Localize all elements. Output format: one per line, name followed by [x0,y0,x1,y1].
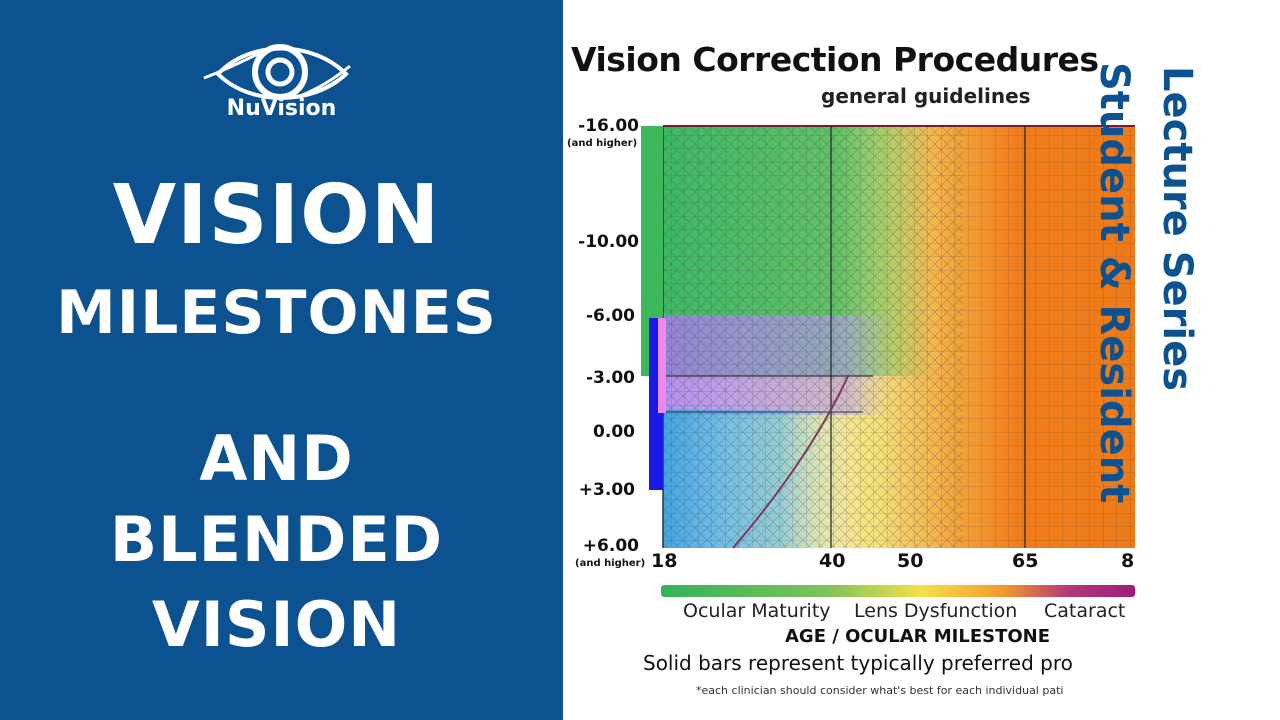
x-tick-65: 65 [1012,550,1039,572]
series-title-line-1: Student & Resident [1091,62,1137,504]
title-line-1: VISION [112,168,441,263]
chart-subtitle: general guidelines [821,84,1031,108]
chart-title: Vision Correction Procedures [571,40,1099,79]
y-tick-3: -3.00 [586,368,635,388]
y-note-top: (and higher) [567,138,638,149]
x-tick-50: 50 [897,550,924,572]
chart-grid [663,126,1135,548]
x-tick-18: 18 [651,550,678,572]
y-tick-2: -6.00 [586,306,635,326]
y-note-bottom: (and higher) [575,558,646,569]
x-tick-40: 40 [819,550,846,572]
brand-name: NuVision [226,96,337,121]
footnote: *each clinician should consider what's b… [696,684,1064,697]
nuvision-eye-logo [203,44,351,100]
chart-plot [641,125,1135,597]
vision-correction-chart: Vision Correction Procedures general gui… [563,0,1135,720]
lens-curve [732,375,849,549]
title-panel: NuVision VISION MILESTONES AND BLENDED V… [0,0,563,720]
title-line-2: MILESTONES [56,278,497,348]
x-tick-80: 80 [1121,550,1135,572]
milestone-ocular-maturity: Ocular Maturity [683,600,831,622]
bar-green [641,126,663,376]
bar-pink [658,318,666,413]
y-tick-4: 0.00 [593,422,635,442]
legend-note: Solid bars represent typically preferred… [643,651,1073,675]
series-title-line-2: Lecture Series [1154,66,1200,392]
milestone-lens-dysfunction: Lens Dysfunction [854,600,1018,622]
x-axis-title: AGE / OCULAR MILESTONE [785,626,1051,647]
y-tick-1: -10.00 [578,232,639,252]
milestone-bar [661,585,1135,597]
y-tick-0: -16.00 [578,116,639,136]
y-tick-5: +3.00 [578,480,635,500]
milestone-cataract: Cataract [1044,600,1126,622]
title-line-4: BLENDED [109,503,444,576]
series-panel: Student & Resident Lecture Series [1091,0,1280,720]
y-tick-6: +6.00 [582,536,639,556]
title-line-5: VISION [151,588,402,661]
title-line-3: AND [199,422,354,495]
